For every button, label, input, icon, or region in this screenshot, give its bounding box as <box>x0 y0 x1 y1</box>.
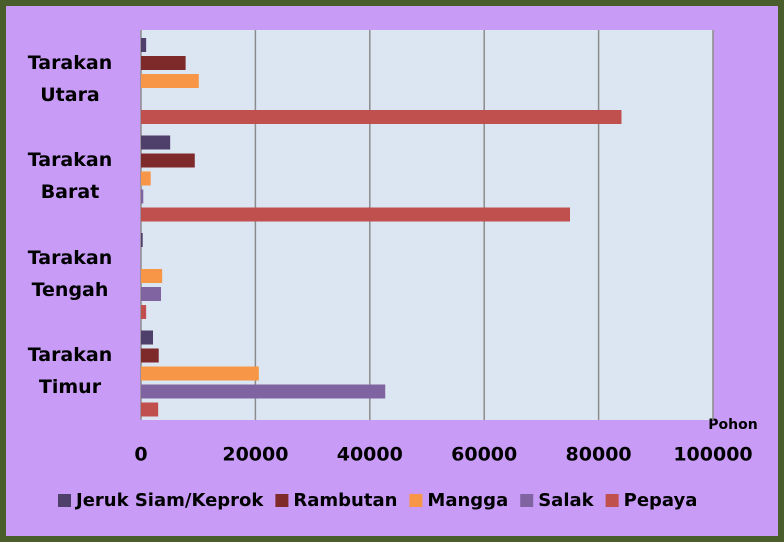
legend-label: Pepaya <box>624 490 698 511</box>
bar <box>141 207 570 222</box>
legend-swatch <box>275 494 289 507</box>
x-tick-label: 100000 <box>673 444 752 466</box>
bar <box>141 305 147 319</box>
legend-swatch <box>409 494 423 507</box>
bar <box>141 189 144 204</box>
bar <box>141 402 159 417</box>
bar <box>141 384 386 399</box>
bar <box>141 110 622 124</box>
bar <box>141 269 163 283</box>
bar <box>141 348 159 363</box>
bar <box>141 153 195 168</box>
y-tick-label: Tarakan Utara <box>27 51 113 106</box>
bar <box>141 287 162 301</box>
bar <box>141 74 199 88</box>
legend-label: Salak <box>538 490 594 511</box>
y-tick-label: Tarakan Tengah <box>27 246 113 301</box>
x-tick-label: 80000 <box>566 444 632 466</box>
legend-label: Jeruk Siam/Keprok <box>74 490 264 511</box>
bar <box>141 233 143 247</box>
bar <box>141 38 147 52</box>
y-tick-label: Tarakan Barat <box>27 149 113 204</box>
legend-swatch <box>605 494 619 507</box>
legend-swatch <box>58 494 71 507</box>
x-tick-label: 40000 <box>337 444 403 466</box>
legend-label: Mangga <box>427 490 508 511</box>
legend-swatch <box>520 494 534 507</box>
bar <box>141 330 154 345</box>
legend-label: Rambutan <box>293 490 397 511</box>
bar <box>141 56 186 70</box>
x-axis-label: Pohon <box>708 417 757 433</box>
x-tick-label: 0 <box>134 444 147 466</box>
y-tick-label: Tarakan Timur <box>27 344 113 399</box>
bar <box>141 135 171 150</box>
bar <box>141 171 151 186</box>
x-tick-label: 20000 <box>222 444 288 466</box>
plot-area <box>141 30 713 420</box>
x-tick-label: 60000 <box>451 444 517 466</box>
bar <box>141 366 259 381</box>
